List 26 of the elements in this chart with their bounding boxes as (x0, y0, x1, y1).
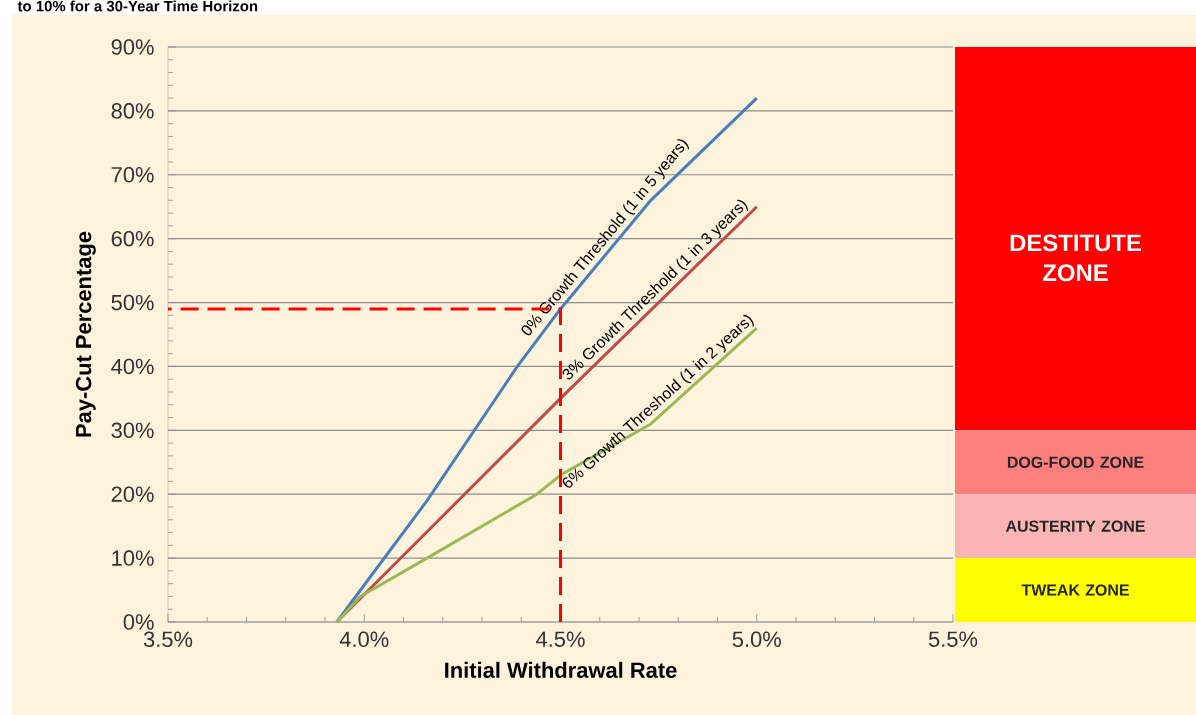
x-tick-label: 3.5% (143, 631, 193, 648)
series-label: TWEAK ZONE (1021, 584, 1129, 596)
bar (955, 558, 1196, 622)
x-tick-label: 5.0% (732, 631, 781, 648)
y-tick-label: 0% (123, 614, 154, 630)
chart-title: to 10% for a 30-Year Time Horizon (17, 0, 258, 12)
series-label: DESTITUTE ZONE (1010, 234, 1141, 282)
series-label: AUSTERITY ZONE (1005, 520, 1145, 532)
series-label: DOG-FOOD ZONE (1007, 456, 1144, 468)
bar (955, 46, 1196, 431)
y-axis-title: Pay-Cut Percentage (75, 231, 96, 437)
y-tick-label: 70% (111, 167, 154, 183)
x-tick-label: 4.0% (339, 631, 389, 648)
bar (955, 430, 1196, 495)
x-tick-label: 5.5% (928, 631, 978, 647)
y-tick-label: 10% (112, 550, 154, 566)
y-tick-label: 30% (111, 422, 154, 439)
x-axis-title: Initial Withdrawal Rate (445, 661, 677, 678)
y-tick-label: 60% (111, 230, 154, 247)
y-tick-label: 50% (111, 294, 154, 311)
y-tick-label: 20% (111, 486, 154, 502)
y-tick-label: 90% (111, 39, 154, 55)
y-tick-label: 40% (111, 358, 154, 375)
x-tick-label: 4.5% (536, 631, 585, 647)
y-tick-label: 80% (111, 103, 154, 119)
bar (955, 494, 1196, 559)
